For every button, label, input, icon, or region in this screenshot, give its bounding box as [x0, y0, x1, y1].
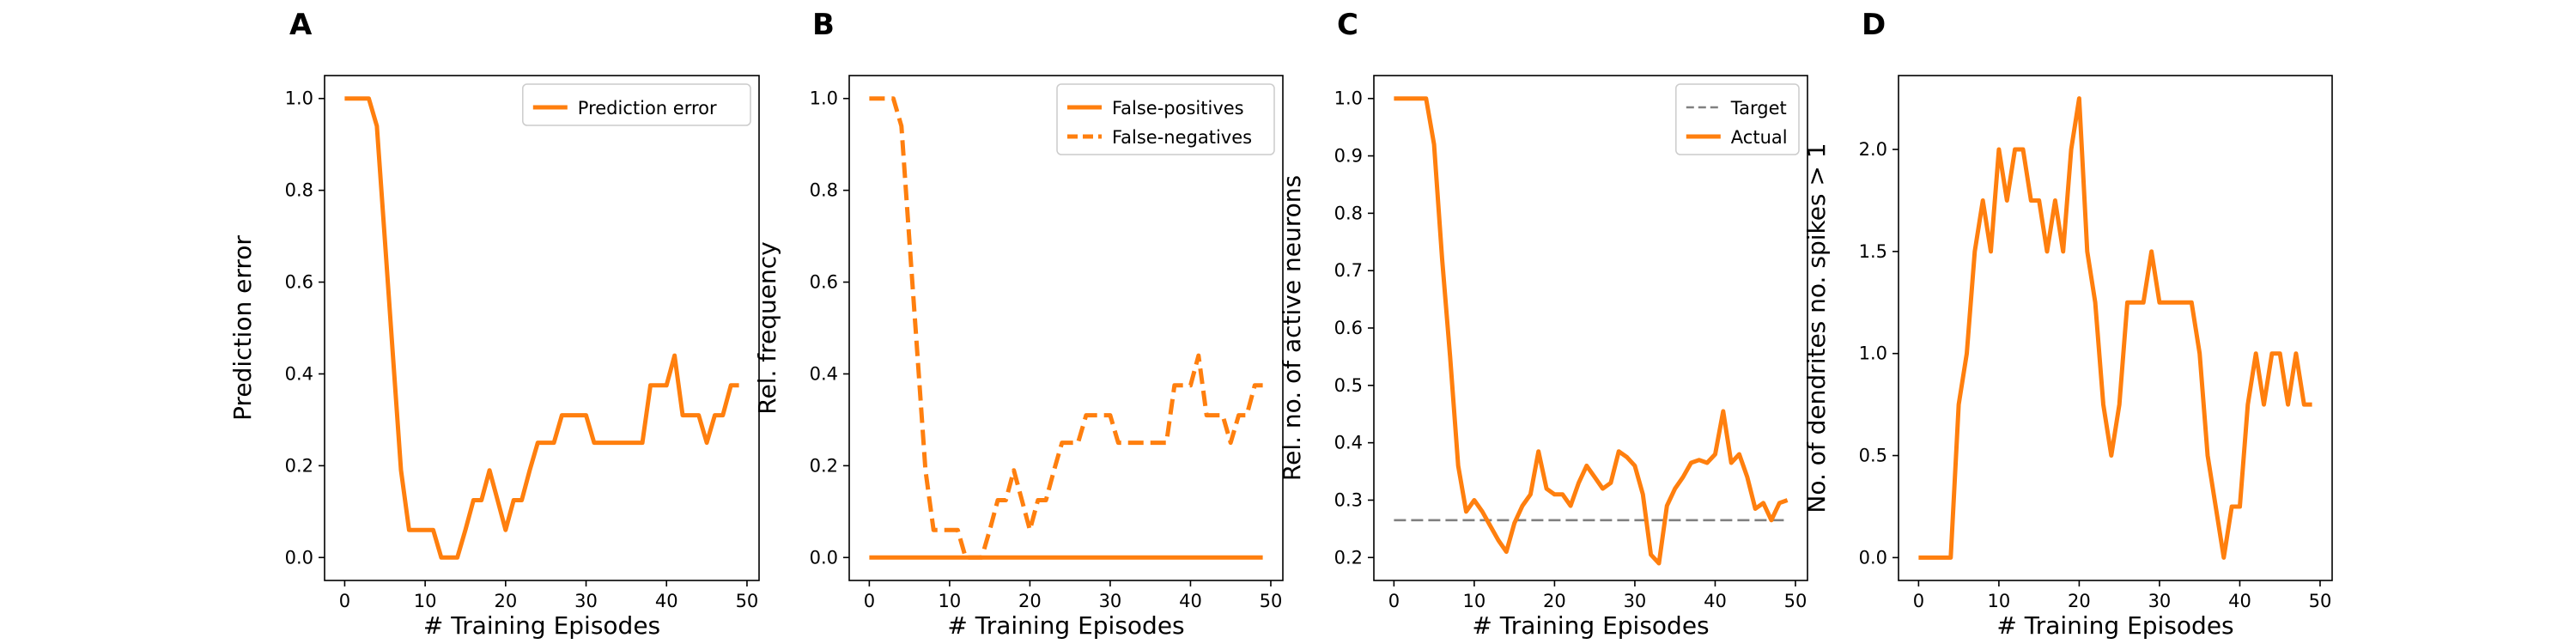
- x-tick-label: 20: [1543, 591, 1566, 611]
- series-line-false-negatives: [869, 96, 1263, 560]
- y-tick-label: 0.4: [810, 363, 838, 384]
- x-tick-label: 10: [414, 591, 437, 611]
- legend-box: [1056, 83, 1275, 155]
- x-tick-label: 0: [864, 591, 875, 611]
- y-tick-label: 1.0: [1859, 343, 1887, 364]
- x-tick-label: 0: [339, 591, 350, 611]
- y-axis-label: Rel. frequency: [753, 241, 781, 414]
- y-tick-label: 0.6: [285, 272, 313, 293]
- y-tick-label: 0.2: [810, 455, 838, 476]
- y-tick-label: 0.6: [1334, 318, 1363, 338]
- x-tick-label: 50: [1784, 591, 1807, 611]
- panel-a: A 0 10 20 30 40 50 0.0 0.2 0.4 0.6 0.8 1.0 # Training…: [228, 8, 760, 640]
- plot-frame: [848, 75, 1284, 581]
- x-tick-label: 20: [2068, 591, 2091, 611]
- panel-d: D 0 10 20 30 40 50 0.0 0.5 1.0 1.5 2.0 # Training Ep…: [1802, 8, 2333, 640]
- x-tick-label: 40: [2228, 591, 2251, 611]
- y-tick-label: 1.0: [810, 88, 838, 109]
- y-tick-label: 0.2: [1334, 547, 1363, 568]
- legend: False-positives False-negatives: [1056, 83, 1275, 155]
- y-tick-label: 1.5: [1859, 241, 1887, 262]
- y-tick-label: 0.8: [810, 180, 838, 201]
- series-line-prediction-error: [344, 96, 739, 560]
- x-tick-label: 50: [2309, 591, 2332, 611]
- plot-frame: [1898, 75, 2333, 581]
- legend-label: Target: [1730, 98, 1787, 118]
- x-tick-label: 50: [736, 591, 759, 611]
- y-tick-label: 0.3: [1334, 489, 1363, 510]
- y-tick-label: 1.0: [1334, 88, 1363, 109]
- y-tick-label: 2.0: [1859, 139, 1887, 160]
- legend-label: Actual: [1731, 127, 1788, 148]
- x-axis-label: # Training Episodes: [1472, 611, 1709, 640]
- y-tick-label: 0.0: [810, 547, 838, 568]
- x-tick-label: 20: [494, 591, 517, 611]
- panel-b: B 0 10 20 30 40 50 0.0 0.2 0.4 0.6 0.8 1.0 # Training…: [753, 8, 1284, 640]
- y-axis-label: Prediction error: [228, 235, 257, 421]
- legend-box: [522, 83, 751, 126]
- y-tick-label: 0.4: [285, 363, 313, 384]
- x-tick-label: 20: [1018, 591, 1042, 611]
- x-tick-label: 30: [1624, 591, 1647, 611]
- x-tick-label: 10: [1463, 591, 1486, 611]
- y-tick-label: 0.5: [1859, 446, 1887, 466]
- panel-letter: A: [289, 8, 313, 42]
- y-tick-label: 0.7: [1334, 260, 1363, 281]
- x-tick-label: 40: [655, 591, 678, 611]
- y-axis-label: Rel. no. of active neurons: [1278, 175, 1306, 481]
- y-tick-label: 0.6: [810, 272, 838, 293]
- y-tick-label: 0.0: [285, 547, 313, 568]
- y-tick-label: 0.8: [1334, 203, 1363, 223]
- series-line-actual: [1394, 96, 1789, 566]
- x-tick-label: 10: [1988, 591, 2011, 611]
- y-tick-label: 0.9: [1334, 146, 1363, 167]
- series-line-main: [1918, 96, 2312, 560]
- x-tick-label: 40: [1179, 591, 1202, 611]
- panel-letter: C: [1337, 8, 1358, 42]
- legend: Prediction error: [522, 83, 751, 126]
- panel-c: C 0 10 20 30 40 50 0.2 0.3 0.4 0.5 0.6 0.7 0.8 0.9 1.0 #…: [1278, 8, 1808, 640]
- y-tick-label: 1.0: [285, 88, 313, 109]
- y-tick-label: 0.8: [285, 180, 313, 201]
- x-axis-label: # Training Episodes: [423, 611, 660, 640]
- legend: Target Actual: [1675, 83, 1800, 155]
- x-axis-label: # Training Episodes: [947, 611, 1184, 640]
- panel-letter: B: [812, 8, 835, 42]
- legend-label: Prediction error: [578, 98, 717, 118]
- panel-letter: D: [1862, 8, 1886, 42]
- legend-label: False-negatives: [1112, 127, 1252, 148]
- y-tick-label: 0.0: [1859, 547, 1887, 568]
- y-axis-label: No. of dendrites no. spikes > 1: [1802, 143, 1831, 513]
- x-tick-label: 30: [2148, 591, 2172, 611]
- y-tick-label: 0.2: [285, 455, 313, 476]
- x-axis-label: # Training Episodes: [1996, 611, 2233, 640]
- x-tick-label: 30: [574, 591, 598, 611]
- y-tick-label: 0.4: [1334, 433, 1363, 453]
- y-tick-label: 0.5: [1334, 375, 1363, 396]
- legend-label: False-positives: [1112, 98, 1244, 118]
- x-tick-label: 0: [1388, 591, 1400, 611]
- x-tick-label: 30: [1099, 591, 1122, 611]
- plot-frame: [324, 75, 760, 581]
- x-tick-label: 0: [1913, 591, 1924, 611]
- x-tick-label: 40: [1704, 591, 1727, 611]
- x-tick-label: 10: [939, 591, 962, 611]
- x-tick-label: 50: [1260, 591, 1283, 611]
